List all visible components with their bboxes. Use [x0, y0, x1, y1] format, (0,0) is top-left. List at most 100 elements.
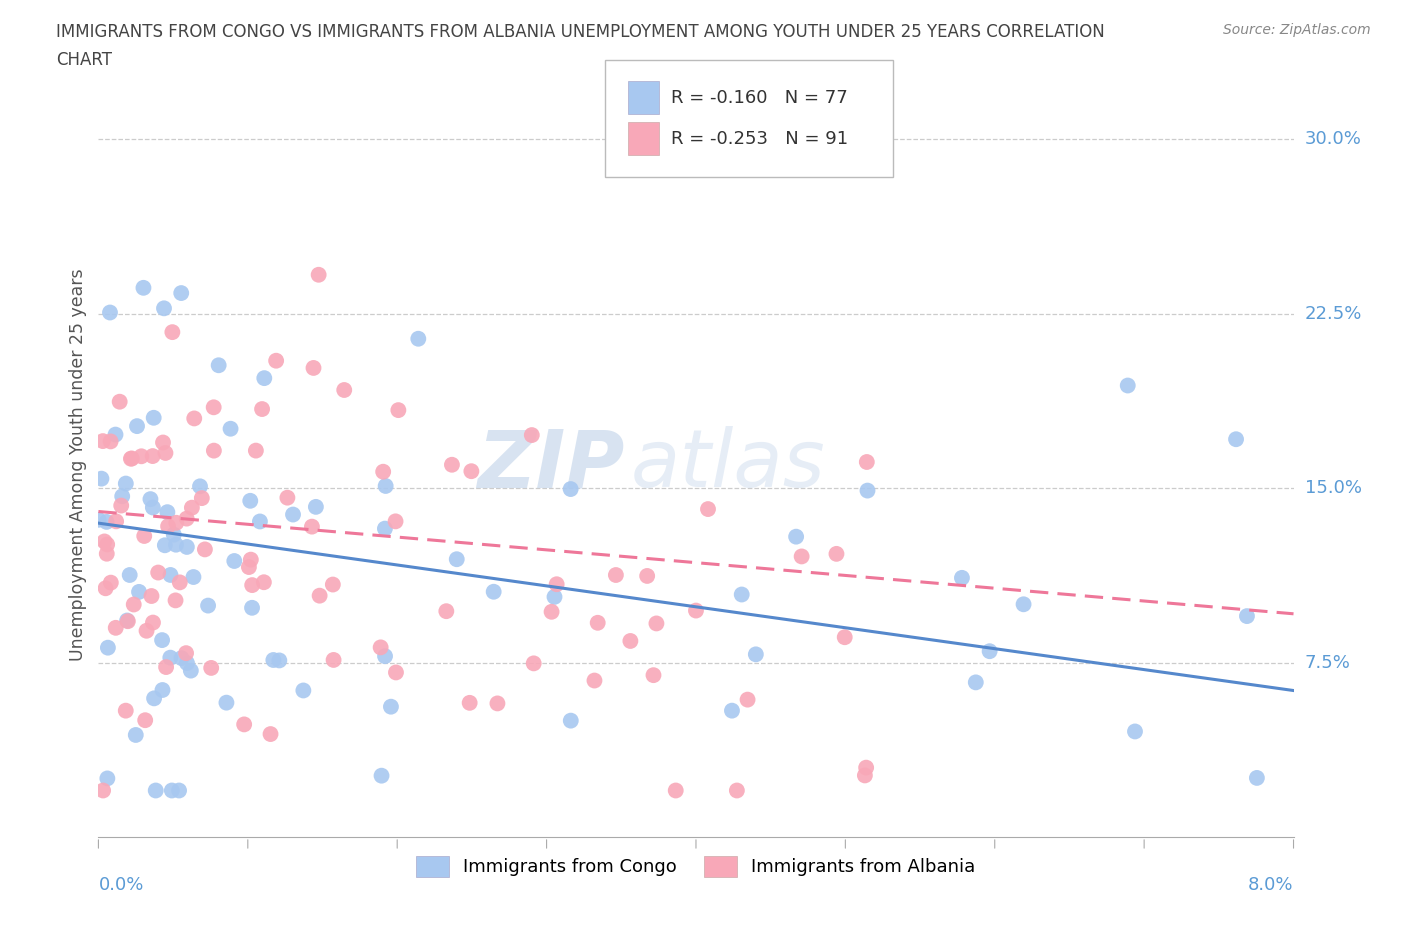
Point	[276, 490, 298, 505]
Point	[141, 589, 163, 604]
Point	[94, 581, 117, 596]
Point	[145, 783, 167, 798]
Point	[643, 668, 665, 683]
Point	[156, 505, 179, 520]
Point	[725, 783, 748, 798]
Point	[224, 553, 246, 568]
Point	[233, 717, 256, 732]
Point	[91, 433, 114, 448]
Point	[665, 783, 688, 798]
Point	[188, 479, 211, 494]
Point	[87, 512, 110, 527]
Point	[259, 726, 281, 741]
Point	[174, 645, 197, 660]
Point	[619, 633, 641, 648]
Point	[264, 353, 287, 368]
Point	[240, 601, 263, 616]
Point	[855, 760, 877, 775]
Point	[180, 500, 202, 515]
Point	[157, 519, 180, 534]
Point	[458, 696, 481, 711]
Point	[132, 280, 155, 295]
Point	[292, 683, 315, 698]
Point	[148, 565, 170, 580]
Point	[965, 675, 987, 690]
Point	[370, 768, 392, 783]
Point	[125, 418, 148, 433]
Point	[183, 569, 205, 584]
Point	[245, 444, 267, 458]
Point	[118, 567, 141, 582]
Point	[96, 537, 118, 551]
Point	[90, 472, 112, 486]
Point	[240, 578, 263, 592]
Point	[165, 515, 187, 530]
Point	[384, 514, 406, 529]
Point	[543, 590, 565, 604]
Point	[853, 768, 876, 783]
Point	[950, 570, 973, 585]
Point	[104, 620, 127, 635]
Point	[169, 575, 191, 590]
Point	[434, 604, 457, 618]
Point	[302, 361, 325, 376]
Point	[202, 400, 225, 415]
Point	[374, 479, 396, 494]
Point	[200, 660, 222, 675]
Point	[142, 448, 165, 463]
Point	[163, 527, 186, 542]
Point	[142, 410, 165, 425]
Point	[308, 589, 330, 604]
Text: CHART: CHART	[56, 51, 112, 69]
Point	[98, 305, 121, 320]
Point	[108, 394, 131, 409]
Point	[697, 501, 720, 516]
Point	[834, 630, 856, 644]
Point	[115, 613, 138, 628]
Point	[374, 521, 396, 536]
Point	[731, 587, 754, 602]
Point	[114, 476, 136, 491]
Point	[239, 494, 262, 509]
Point	[96, 546, 118, 561]
Point	[128, 584, 150, 599]
Point	[134, 712, 156, 727]
Point	[97, 640, 120, 655]
Point	[446, 551, 468, 566]
Point	[790, 549, 813, 564]
Point	[636, 568, 658, 583]
Point	[250, 402, 273, 417]
Point	[374, 649, 396, 664]
Point	[979, 644, 1001, 658]
Point	[111, 489, 134, 504]
Point	[143, 691, 166, 706]
Point	[560, 482, 582, 497]
Point	[586, 616, 609, 631]
Point	[152, 435, 174, 450]
Point	[131, 449, 153, 464]
Point	[482, 584, 505, 599]
Point	[170, 651, 193, 666]
Point	[645, 616, 668, 631]
Point	[1236, 608, 1258, 623]
Point	[1225, 432, 1247, 446]
Point	[540, 604, 562, 619]
Point	[385, 665, 408, 680]
Point	[176, 539, 198, 554]
Point	[170, 286, 193, 300]
Point	[440, 458, 463, 472]
Point	[159, 650, 181, 665]
Text: 0.0%: 0.0%	[98, 876, 143, 894]
Point	[305, 499, 328, 514]
Point	[160, 783, 183, 798]
Point	[159, 567, 181, 582]
Point	[281, 507, 304, 522]
Point	[180, 663, 202, 678]
Point	[721, 703, 744, 718]
Point	[162, 325, 184, 339]
Point	[1123, 724, 1146, 739]
Point	[856, 455, 879, 470]
Point	[253, 575, 276, 590]
Point	[322, 653, 344, 668]
Point	[120, 451, 142, 466]
